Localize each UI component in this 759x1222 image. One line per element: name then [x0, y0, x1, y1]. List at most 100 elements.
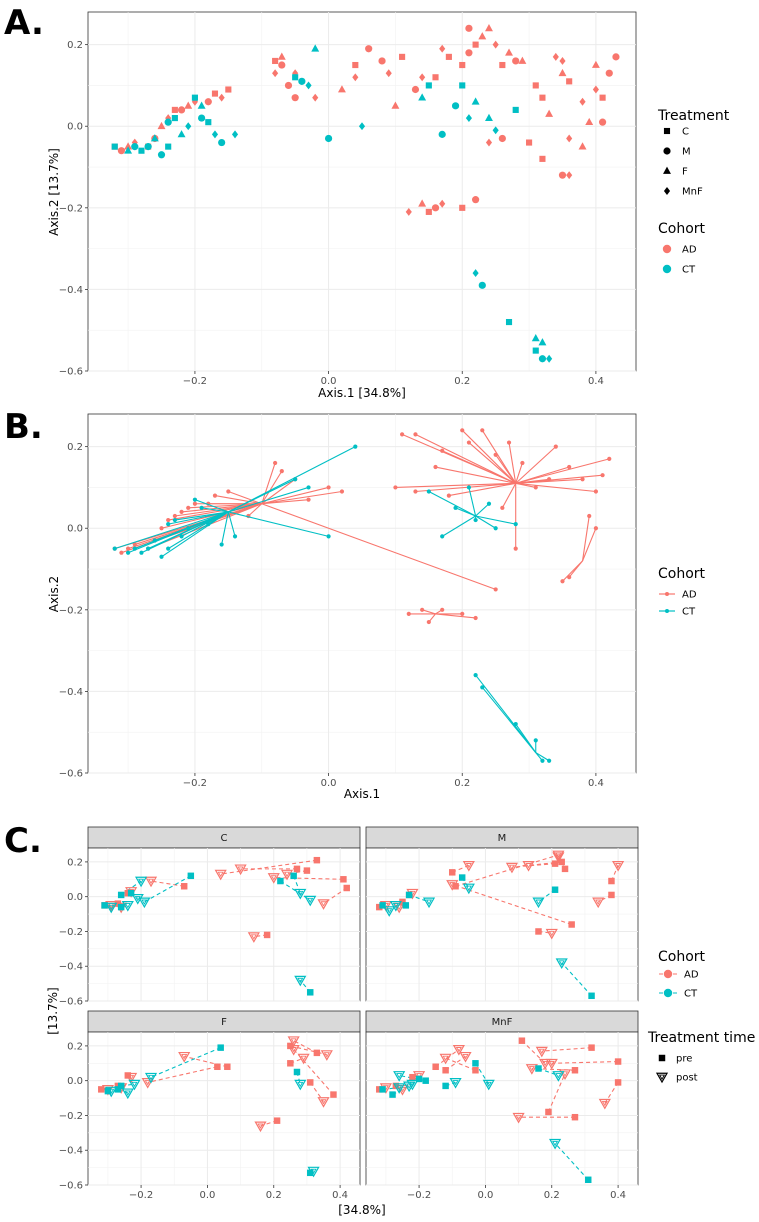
data-point-ct [146, 546, 151, 551]
panel-a-legend-cohort: Cohort AD CT [658, 221, 706, 276]
segment-ct [114, 511, 229, 550]
data-point-ad-c [539, 155, 546, 162]
data-point-ad-c [472, 41, 479, 48]
data-point-post-ct [462, 883, 475, 895]
data-point-pre-ct [551, 886, 559, 893]
data-point-ad-mnf [385, 69, 392, 78]
facet-f-ytick-label: −0.2 [59, 1111, 83, 1122]
facet-c-ytick-label: −0.4 [59, 962, 83, 973]
data-point-ad [553, 444, 558, 449]
data-point-ad-f [591, 60, 600, 68]
data-point-ad [399, 432, 405, 437]
data-point-ct-c [191, 94, 198, 101]
data-point-ct-f [418, 93, 427, 101]
data-point-ad [172, 513, 177, 519]
data-point-ad-m [558, 171, 567, 179]
data-point-ad [446, 493, 451, 498]
data-point-post-ct [294, 1079, 307, 1091]
data-point-pre-ad [343, 884, 350, 892]
data-point-ct [540, 758, 545, 763]
data-point-pre-ct [290, 872, 297, 880]
data-point-pre-ad [98, 1086, 105, 1093]
legend-cohort-key-ct [662, 264, 672, 274]
data-point-ad-mnf [292, 69, 299, 78]
data-point-pre-ad [409, 1073, 416, 1081]
data-point-ct [440, 534, 445, 539]
data-point-ad [192, 501, 198, 506]
facet-c-ytick-label: −0.6 [59, 997, 83, 1008]
legend-treatment-label: F [682, 167, 688, 178]
facet-plot-area [87, 847, 361, 1002]
facet-marks [98, 1036, 337, 1178]
data-point-ad-m [117, 147, 126, 155]
data-point-pre-ct [415, 1075, 423, 1083]
panel-b-xlabel: Axis.1 [344, 787, 380, 801]
data-point-ad-f [505, 48, 513, 56]
facet-c-ytick-label: −0.2 [59, 927, 83, 938]
data-point-pre-ad [472, 1067, 479, 1074]
data-point-ad-mnf [352, 73, 359, 82]
panel-c-legend-cohort: Cohort AD CT [658, 949, 706, 1000]
panel-a-xtick-label: 0.0 [321, 376, 337, 387]
data-point-pre-ad [614, 1058, 622, 1065]
data-point-post-ad [287, 1045, 300, 1056]
data-point-ad-mnf [559, 56, 566, 65]
facet-mnf-xtick-label: 0.0 [477, 1190, 493, 1201]
data-point-ad [406, 611, 411, 616]
data-point-ad-c [532, 82, 539, 89]
facet-f-ytick-label: 0.2 [67, 1041, 83, 1052]
facet-mnf-xtick-label: 0.4 [610, 1190, 626, 1201]
data-point-ct [493, 526, 498, 531]
segment-ad [501, 483, 517, 509]
legend-c-dot-ct [663, 988, 673, 998]
facet-plot-area [87, 1031, 361, 1186]
panel-b-ylabel: Axis.2 [47, 576, 61, 612]
segment-ad [495, 454, 517, 484]
panel-b-ytick-label: −0.4 [59, 687, 83, 698]
segment-ad [395, 482, 516, 488]
data-point-ad-mnf [405, 207, 412, 216]
legend-time-label: pre [676, 1054, 692, 1065]
pre-post-link-ad [455, 854, 559, 887]
panel-a-plot-area [87, 11, 637, 372]
pre-post-link-ad [273, 877, 344, 880]
data-point-pre-ad [518, 1037, 526, 1044]
data-point-ad [567, 575, 572, 580]
data-point-ct-c [165, 143, 172, 150]
facet-strip-label: C [221, 833, 228, 844]
segment-ct [535, 752, 550, 762]
data-point-ad [166, 517, 171, 523]
panel-a-ytick-label: −0.2 [59, 203, 83, 214]
data-point-post-ad [234, 864, 247, 876]
data-point-ct-f [197, 101, 206, 109]
data-point-pre-ct [379, 902, 386, 909]
data-point-ad-c [225, 86, 232, 93]
data-point-ct [219, 542, 224, 547]
data-point-ad [580, 477, 585, 482]
segment-ad [228, 490, 262, 505]
data-point-pre-ad [545, 1108, 552, 1116]
data-point-ct-mnf [185, 122, 192, 131]
data-point-ad-f [337, 85, 346, 93]
data-point-pre-ct [307, 1169, 314, 1177]
data-point-pre-ct [422, 1077, 429, 1084]
data-point-pre-ct [442, 1082, 449, 1090]
data-point-pre-ad [330, 1091, 337, 1098]
segment-ad [581, 515, 590, 561]
segment-ad [261, 470, 283, 505]
data-point-pre-ad [449, 869, 456, 876]
data-point-pre-ct [277, 877, 284, 885]
data-point-ad [593, 526, 599, 531]
data-point-ad-mnf [566, 134, 573, 143]
data-point-ct-m [131, 143, 139, 151]
segment-ad [261, 490, 343, 505]
panel-b-ytick-label: 0.0 [67, 524, 83, 535]
data-point-post-ad [144, 876, 158, 888]
data-point-ct [112, 546, 117, 551]
facet-axes: 0.2 0.0 −0.2 −0.4 −0.6 [59, 857, 88, 1008]
segment-ad [261, 503, 496, 590]
data-point-ct [353, 444, 358, 449]
panel-b-axes: −0.2 0.0 0.2 0.4 0.2 0.0 −0.2 −0.4 −0.6 [59, 442, 604, 789]
data-point-pre-ct [535, 1065, 542, 1072]
data-point-ct [326, 534, 331, 539]
